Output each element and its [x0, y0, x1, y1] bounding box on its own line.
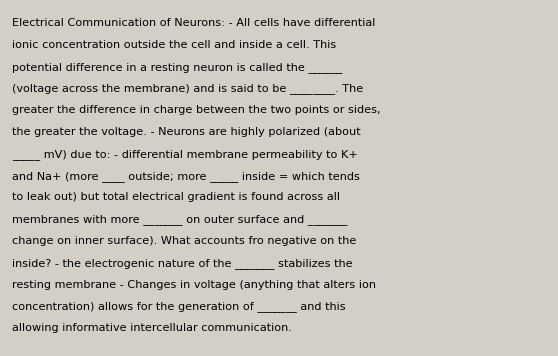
Text: and Na+ (more ____ outside; more _____ inside = which tends: and Na+ (more ____ outside; more _____ i… [12, 171, 360, 182]
Text: potential difference in a resting neuron is called the ______: potential difference in a resting neuron… [12, 62, 342, 73]
Text: ionic concentration outside the cell and inside a cell. This: ionic concentration outside the cell and… [12, 40, 336, 50]
Text: membranes with more _______ on outer surface and _______: membranes with more _______ on outer sur… [12, 214, 347, 225]
Text: concentration) allows for the generation of _______ and this: concentration) allows for the generation… [12, 302, 345, 312]
Text: allowing informative intercellular communication.: allowing informative intercellular commu… [12, 323, 292, 333]
Text: _____ mV) due to: - differential membrane permeability to K+: _____ mV) due to: - differential membran… [12, 149, 358, 160]
Text: Electrical Communication of Neurons: - All cells have differential: Electrical Communication of Neurons: - A… [12, 18, 376, 28]
Text: (voltage across the membrane) and is said to be ________. The: (voltage across the membrane) and is sai… [12, 83, 363, 94]
Text: resting membrane - Changes in voltage (anything that alters ion: resting membrane - Changes in voltage (a… [12, 279, 376, 289]
Text: greater the difference in charge between the two points or sides,: greater the difference in charge between… [12, 105, 381, 115]
Text: change on inner surface). What accounts fro negative on the: change on inner surface). What accounts … [12, 236, 357, 246]
Text: to leak out) but total electrical gradient is found across all: to leak out) but total electrical gradie… [12, 192, 340, 203]
Text: inside? - the electrogenic nature of the _______ stabilizes the: inside? - the electrogenic nature of the… [12, 258, 353, 269]
Text: the greater the voltage. - Neurons are highly polarized (about: the greater the voltage. - Neurons are h… [12, 127, 360, 137]
